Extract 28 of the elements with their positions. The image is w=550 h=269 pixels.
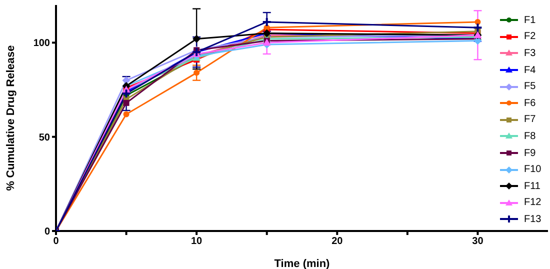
y-tick-label: 0	[44, 226, 50, 238]
legend-label: F5	[524, 81, 536, 92]
legend-label: F10	[524, 164, 542, 176]
point	[121, 88, 132, 99]
legend-label: F8	[524, 130, 536, 142]
legend-label: F1	[524, 14, 536, 26]
point	[123, 111, 130, 118]
legend-label: F12	[524, 197, 542, 208]
x-tick-label: 0	[53, 236, 60, 248]
legend-label: F3	[524, 48, 536, 59]
point	[123, 100, 130, 106]
legend-label: F13	[524, 214, 542, 225]
x-axis-title: Time (min)	[274, 258, 330, 269]
x-tick-label: 30	[472, 236, 484, 248]
legend-label: F6	[524, 98, 536, 109]
legend-label: F11	[524, 180, 540, 192]
point	[262, 16, 272, 27]
x-tick-label: 20	[332, 236, 344, 248]
point	[192, 34, 201, 43]
x-tick-label: 10	[191, 236, 203, 248]
y-tick-label: 100	[33, 38, 50, 50]
legend-label: F4	[524, 64, 536, 76]
legend-label: F2	[524, 31, 536, 42]
y-tick-label: 50	[38, 132, 50, 144]
point	[194, 70, 200, 76]
legend-label: F9	[524, 148, 536, 159]
legend-label: F7	[524, 114, 536, 126]
y-axis-title: % Cumulative Drug Release	[4, 45, 17, 191]
